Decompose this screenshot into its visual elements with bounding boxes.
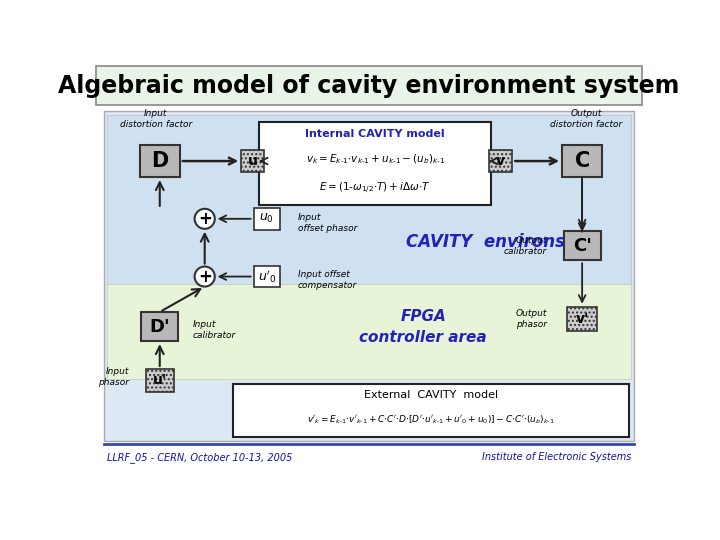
Text: Algebraic model of cavity environment system: Algebraic model of cavity environment sy… [58,73,680,98]
Text: Output
distortion factor: Output distortion factor [550,109,622,129]
Text: Input
offset phasor: Input offset phasor [297,213,357,233]
Text: Institute of Electronic Systems: Institute of Electronic Systems [482,453,631,462]
FancyBboxPatch shape [562,145,602,177]
FancyBboxPatch shape [567,307,597,331]
Text: u': u' [153,374,167,388]
Text: Output
calibrator: Output calibrator [504,235,547,256]
Text: v: v [496,154,505,168]
Text: $v'_k = E_{k\text{-}1}{\cdot}v'_{k\text{-}1} + C{\cdot}C'{\cdot}D{\cdot}[D'{\cdo: $v'_k = E_{k\text{-}1}{\cdot}v'_{k\text{… [307,414,555,426]
Text: u: u [248,154,258,168]
Text: $u_0$: $u_0$ [259,212,274,225]
FancyBboxPatch shape [259,122,492,205]
FancyBboxPatch shape [107,115,631,284]
Text: D': D' [150,318,170,335]
Text: +: + [198,267,212,286]
FancyBboxPatch shape [241,150,264,172]
Text: D: D [151,151,168,171]
Text: Input
phasor: Input phasor [98,367,129,387]
Circle shape [194,267,215,287]
FancyBboxPatch shape [145,369,174,392]
FancyBboxPatch shape [104,111,634,441]
FancyBboxPatch shape [107,284,631,379]
Text: FPGA
controller area: FPGA controller area [359,308,487,345]
FancyBboxPatch shape [489,150,513,172]
Text: Internal CAVITY model: Internal CAVITY model [305,129,445,139]
Text: $v_k = E_{k\text{-}1}{\cdot}v_{k\text{-}1} + u_{k\text{-}1} - (u_b)_{k\text{-}1}: $v_k = E_{k\text{-}1}{\cdot}v_{k\text{-}… [305,153,445,166]
FancyBboxPatch shape [253,266,280,287]
FancyBboxPatch shape [253,208,280,230]
Text: $u'_0$: $u'_0$ [258,268,276,285]
Text: C': C' [572,237,592,255]
FancyBboxPatch shape [233,384,629,437]
Text: v': v' [575,312,589,326]
Circle shape [194,209,215,229]
Text: $E = (1\text{-}\omega_{1/2}{\cdot}T) + i\Delta\omega{\cdot}T$: $E = (1\text{-}\omega_{1/2}{\cdot}T) + i… [320,180,431,195]
Text: +: + [198,210,212,228]
Text: External  CAVITY  model: External CAVITY model [364,390,498,400]
Text: LLRF_05 - CERN, October 10-13, 2005: LLRF_05 - CERN, October 10-13, 2005 [107,452,292,463]
FancyBboxPatch shape [140,145,180,177]
FancyBboxPatch shape [96,66,642,105]
FancyBboxPatch shape [564,231,600,260]
Text: Input
calibrator: Input calibrator [192,320,235,341]
FancyBboxPatch shape [141,312,179,341]
Text: Input
distortion factor: Input distortion factor [120,109,192,129]
Text: CAVITY  environs: CAVITY environs [406,233,564,251]
Text: Input offset
compensator: Input offset compensator [297,271,357,291]
Text: Output
phasor: Output phasor [516,309,547,329]
Text: C: C [575,151,590,171]
